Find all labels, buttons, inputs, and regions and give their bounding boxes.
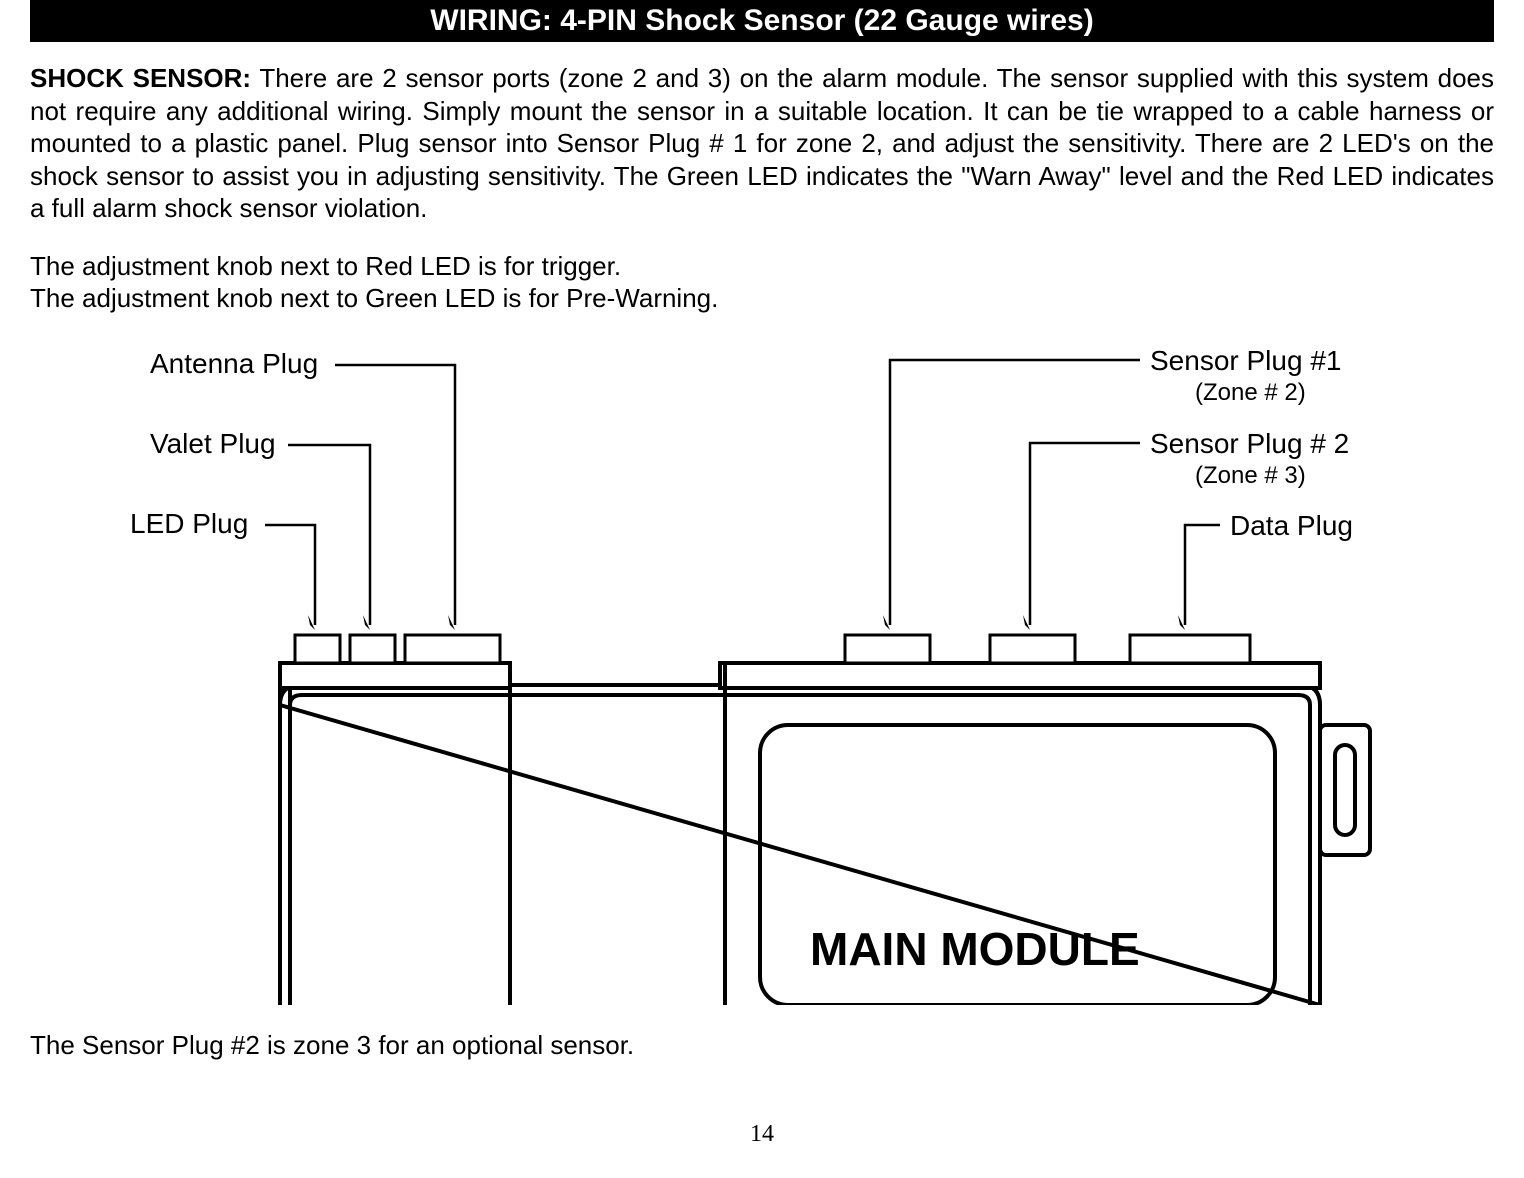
adjust-line-2: The adjustment knob next to Green LED is… bbox=[30, 282, 1494, 315]
leaders-right bbox=[878, 360, 1220, 630]
title-bar: WIRING: 4-PIN Shock Sensor (22 Gauge wir… bbox=[30, 0, 1494, 42]
page-number: 14 bbox=[30, 1121, 1494, 1148]
lead-label: SHOCK SENSOR: bbox=[30, 63, 251, 93]
label-led-plug: LED Plug bbox=[130, 508, 248, 539]
label-antenna-plug: Antenna Plug bbox=[150, 348, 318, 379]
module-diagram: Antenna Plug Valet Plug LED Plug Sensor … bbox=[30, 325, 1494, 1005]
intro-paragraph: SHOCK SENSOR: There are 2 sensor ports (… bbox=[30, 62, 1494, 225]
adjust-line-1: The adjustment knob next to Red LED is f… bbox=[30, 250, 1494, 283]
label-sensor-plug-1-sub: (Zone # 2) bbox=[1195, 379, 1306, 406]
label-main-module: MAIN MODULE bbox=[810, 923, 1140, 975]
label-valet-plug: Valet Plug bbox=[150, 428, 276, 459]
leaders-left bbox=[265, 365, 455, 630]
label-sensor-plug-2-sub: (Zone # 3) bbox=[1195, 462, 1306, 489]
label-sensor-plug-1: Sensor Plug #1 bbox=[1150, 345, 1341, 376]
label-data-plug: Data Plug bbox=[1230, 510, 1353, 541]
ports-left bbox=[295, 635, 500, 663]
footer-note: The Sensor Plug #2 is zone 3 for an opti… bbox=[30, 1030, 1494, 1061]
ports-right bbox=[845, 635, 1250, 663]
label-sensor-plug-2: Sensor Plug # 2 bbox=[1150, 428, 1349, 459]
